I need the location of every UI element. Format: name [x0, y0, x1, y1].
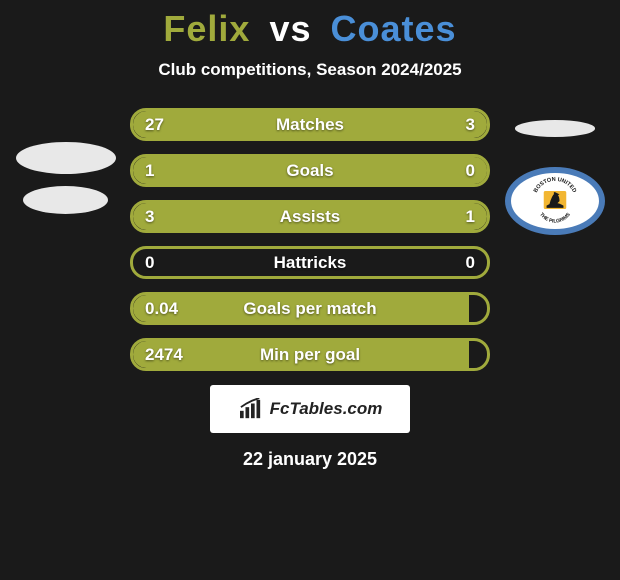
player1-name: Felix — [163, 8, 250, 49]
stats-panel: 27Matches31Goals03Assists10Hattricks00.0… — [130, 108, 490, 371]
watermark-text: FcTables.com — [270, 399, 383, 419]
stat-label: Assists — [133, 207, 487, 227]
stat-label: Goals per match — [133, 299, 487, 319]
stat-row: 2474Min per goal — [130, 338, 490, 371]
player1-oval-2 — [23, 186, 108, 214]
comparison-title: Felix vs Coates — [163, 8, 456, 50]
player2-name: Coates — [331, 8, 457, 49]
stat-row: 27Matches3 — [130, 108, 490, 141]
chart-icon — [238, 398, 264, 420]
stat-row: 0.04Goals per match — [130, 292, 490, 325]
stat-value-right: 0 — [466, 161, 475, 181]
stat-label: Goals — [133, 161, 487, 181]
watermark-badge: FcTables.com — [210, 385, 410, 433]
stat-label: Matches — [133, 115, 487, 135]
stat-label: Min per goal — [133, 345, 487, 365]
stat-value-right: 1 — [466, 207, 475, 227]
date-label: 22 january 2025 — [243, 449, 377, 470]
player1-oval-1 — [16, 142, 116, 174]
stat-label: Hattricks — [133, 253, 487, 273]
stat-row: 3Assists1 — [130, 200, 490, 233]
boston-united-icon: BOSTON UNITED THE PILGRIMS — [511, 173, 599, 229]
player2-oval — [515, 120, 595, 137]
left-badge-group — [8, 120, 123, 235]
right-badge-group: BOSTON UNITED THE PILGRIMS — [497, 120, 612, 235]
stat-row: 0Hattricks0 — [130, 246, 490, 279]
title-vs: vs — [269, 8, 311, 49]
subtitle: Club competitions, Season 2024/2025 — [158, 60, 461, 80]
stat-value-right: 3 — [466, 115, 475, 135]
stat-row: 1Goals0 — [130, 154, 490, 187]
infographic-container: Felix vs Coates Club competitions, Seaso… — [0, 0, 620, 580]
stat-value-right: 0 — [466, 253, 475, 273]
player2-club-badge: BOSTON UNITED THE PILGRIMS — [505, 167, 605, 235]
